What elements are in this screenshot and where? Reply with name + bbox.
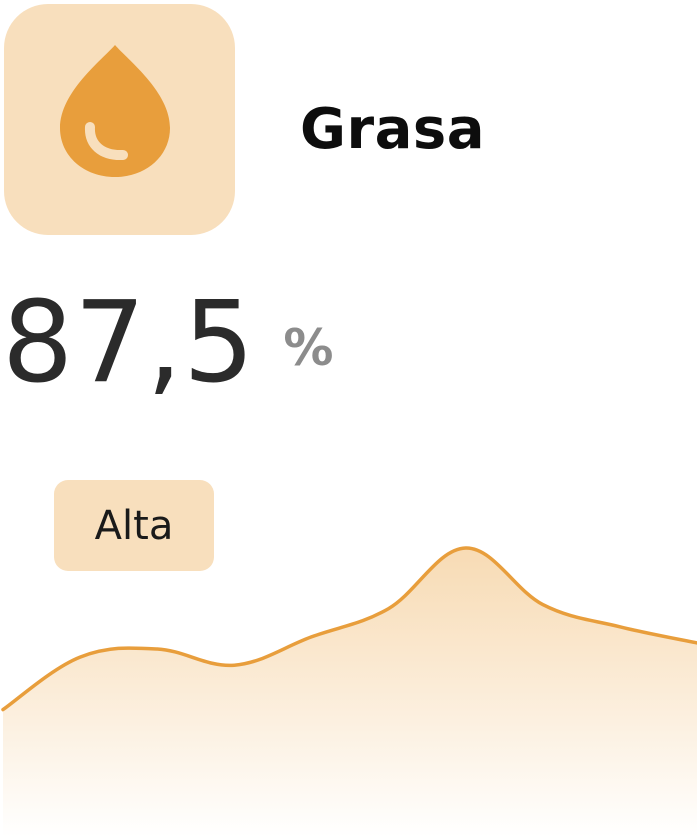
- level-badge-label: Alta: [94, 502, 174, 549]
- trend-line: [1, 546, 697, 712]
- trend-area: [3, 547, 697, 837]
- metric-value: 87,5: [2, 278, 256, 408]
- drop-icon: [60, 45, 170, 177]
- trend-chart: [1, 546, 697, 837]
- metric-title: Grasa: [300, 97, 485, 162]
- fat-icon-tile: [4, 4, 235, 235]
- metric-readout: 87,5 %: [2, 278, 333, 408]
- metric-unit: %: [283, 319, 334, 377]
- level-badge: Alta: [54, 480, 214, 571]
